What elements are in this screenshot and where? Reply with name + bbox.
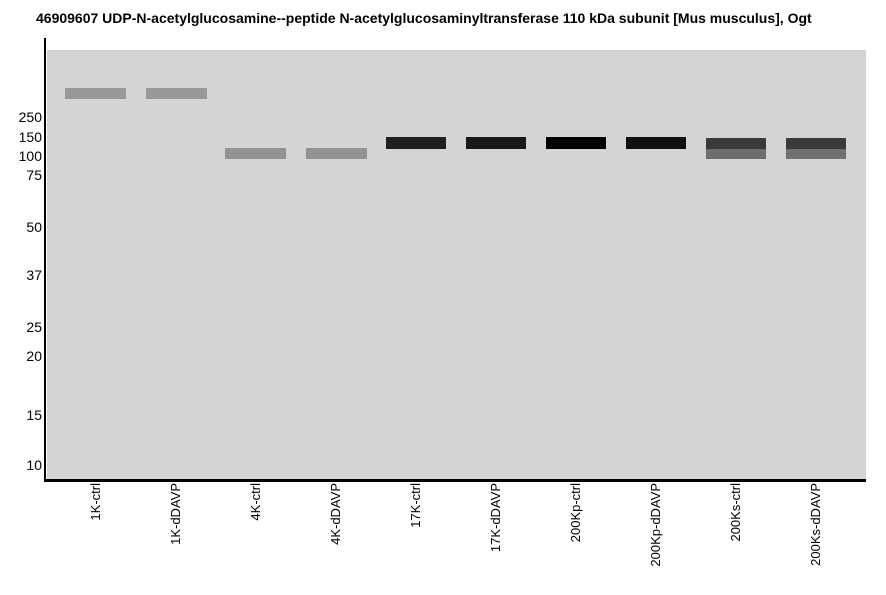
y-tick-label: 75 <box>26 167 42 183</box>
x-axis-lane-label: 200Kp-ctrl <box>568 483 583 543</box>
x-axis-lane-label: 200Ks-dDAVP <box>808 483 823 566</box>
y-tick-label: 25 <box>26 319 42 335</box>
chart-title: 46909607 UDP-N-acetylglucosamine--peptid… <box>36 10 812 26</box>
x-axis-lane-label: 200Kp-dDAVP <box>648 483 663 567</box>
x-axis-lane-label: 1K-ctrl <box>88 483 103 521</box>
x-axis-lane-label: 1K-dDAVP <box>168 483 183 545</box>
y-tick-label: 100 <box>18 148 42 164</box>
x-axis-lane-label: 17K-ctrl <box>408 483 423 528</box>
y-tick-label: 150 <box>18 129 42 145</box>
x-axis-lane-label: 4K-ctrl <box>248 483 263 521</box>
y-axis-line <box>44 38 46 482</box>
x-axis-line <box>44 479 866 482</box>
x-axis-lane-label: 200Ks-ctrl <box>728 483 743 542</box>
x-axis-lane-label: 17K-dDAVP <box>488 483 503 553</box>
y-tick-label: 250 <box>18 109 42 125</box>
y-tick-label: 37 <box>26 267 42 283</box>
y-tick-label: 50 <box>26 219 42 235</box>
gel-plot-area <box>47 50 866 479</box>
x-axis-lane-label: 4K-dDAVP <box>328 483 343 545</box>
y-tick-label: 15 <box>26 407 42 423</box>
y-tick-label: 20 <box>26 348 42 364</box>
y-tick-label: 10 <box>26 457 42 473</box>
